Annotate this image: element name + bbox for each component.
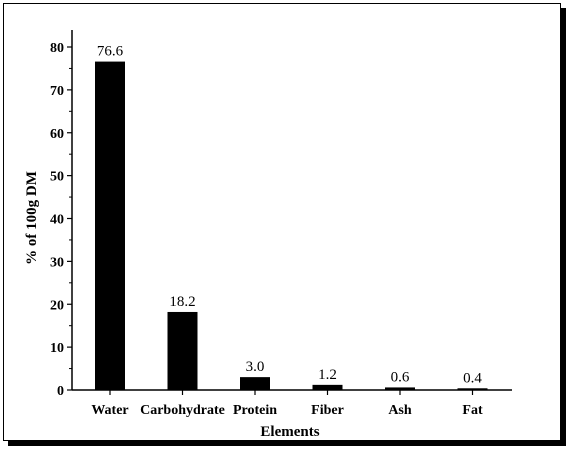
x-tick-label: Protein	[233, 403, 277, 418]
x-tick-label: Fiber	[311, 403, 344, 418]
y-tick-label: 40	[50, 213, 64, 228]
axes: 0 10 20 30 40 50 60 70 80 Water Carbohydrate Protei…	[50, 30, 512, 418]
x-axis-title: Elements	[260, 424, 319, 440]
y-tick-label: 60	[50, 127, 64, 142]
data-label: 0.6	[391, 369, 410, 385]
data-label: 0.4	[463, 370, 482, 386]
bar-carbohydrate	[167, 311, 198, 390]
x-tick-label: Carbohydrate	[140, 403, 225, 418]
data-label: 18.2	[169, 294, 195, 310]
bar-protein	[240, 377, 270, 390]
bar-ash	[385, 387, 415, 390]
bar-water	[95, 61, 125, 390]
data-label: 3.0	[246, 359, 265, 375]
y-tick-label: 20	[50, 298, 64, 313]
y-tick-label: 70	[50, 84, 64, 99]
data-label: 1.2	[318, 367, 337, 383]
y-tick-label: 50	[50, 170, 64, 185]
x-tick-label: Water	[91, 403, 128, 418]
x-tick-label: Ash	[388, 403, 412, 418]
y-tick-label: 10	[50, 341, 64, 356]
data-label: 76.6	[97, 44, 124, 60]
x-tick-label: Fat	[462, 403, 483, 418]
bar-fiber	[312, 384, 343, 390]
y-tick-label: 30	[50, 255, 64, 270]
y-axis-title: % of 100g DM	[24, 171, 40, 265]
bars: 76.6 18.2 3.0 1.2 0.6 0.4	[95, 44, 488, 390]
bar-fat	[457, 388, 488, 390]
y-tick-label: 0	[57, 384, 64, 399]
y-tick-label: 80	[50, 41, 64, 56]
